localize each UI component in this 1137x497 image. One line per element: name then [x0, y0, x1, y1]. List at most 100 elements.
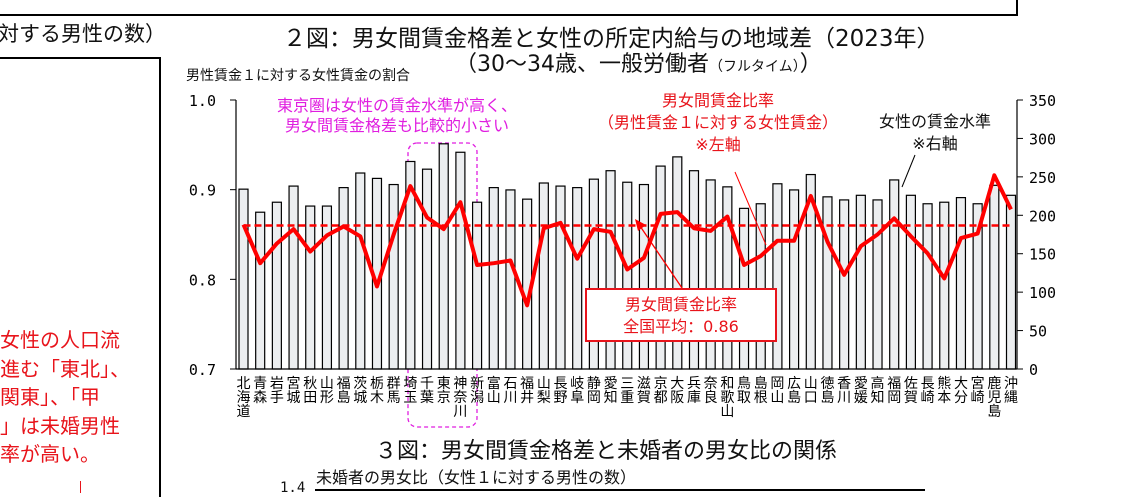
category-label: 石: [503, 376, 517, 392]
category-label: 鹿: [987, 375, 1001, 392]
category-label: 阜: [570, 389, 584, 406]
bar-石川: [505, 189, 516, 370]
category-label: 城: [287, 390, 301, 406]
bar-島根: [755, 203, 766, 370]
category-label: 海: [237, 390, 251, 406]
bar-沖縄: [1005, 194, 1017, 370]
category-label: 山: [537, 376, 551, 392]
category-label: 奈: [453, 390, 467, 406]
category-label: 根: [754, 390, 768, 406]
category-label: 新: [470, 376, 484, 392]
category-label: 宮: [971, 376, 985, 392]
category-label: 香: [837, 376, 851, 392]
bar-福島: [338, 187, 349, 370]
ratio-annotation: 男女間賃金比率 （男性賃金１に対する女性賃金） ※左軸: [578, 90, 858, 156]
category-label: 栃: [370, 376, 384, 392]
bar-山形: [321, 205, 333, 370]
category-label: 賀: [637, 390, 651, 406]
category-label: 口: [804, 390, 818, 406]
category-label: 田: [303, 390, 317, 406]
category-label: 三: [620, 376, 634, 392]
category-label: 千: [420, 376, 434, 392]
category-label: 梨: [537, 390, 551, 406]
category-label: 茨: [353, 376, 367, 392]
bar-青森: [255, 211, 266, 370]
category-label: 兵: [687, 376, 701, 392]
bar-長野: [555, 185, 566, 370]
ratio-label-line: ※左軸: [695, 135, 741, 154]
category-label: 川: [453, 404, 467, 420]
ratio-label-line: 男女間賃金比率: [661, 91, 774, 110]
right-tick-label: 250: [1029, 169, 1056, 187]
category-label: 大: [670, 376, 684, 392]
category-label: 愛: [854, 376, 868, 392]
category-label: 歌: [720, 390, 734, 406]
prev-panel-title-fragment: 対する男性の数）: [0, 22, 166, 46]
average-arrow-line: [639, 225, 683, 289]
category-label: 長: [554, 376, 568, 392]
bar-富山: [488, 187, 499, 370]
right-tick-label: 150: [1029, 246, 1056, 264]
category-label: 島: [820, 390, 834, 406]
category-label: 佐: [904, 376, 918, 392]
wage-label-line: 女性の賃金水準: [878, 112, 991, 131]
left-panel-right-line: [159, 57, 161, 497]
category-label: 井: [520, 390, 534, 406]
bar-宮城: [288, 185, 299, 370]
category-label: 都: [654, 390, 668, 406]
category-label: 葉: [420, 390, 434, 406]
bar-千葉: [421, 168, 433, 370]
national-average-box: 男女間賃金比率 全国平均：0.86: [585, 288, 777, 342]
top-frame-right-edge: [1016, 0, 1018, 16]
figure3-title: ３図：男女間賃金格差と未婚者の男女比の関係: [375, 439, 838, 464]
bar-鹿児島: [989, 184, 1000, 370]
category-label: 宮: [287, 376, 301, 392]
category-label: 島: [987, 404, 1001, 420]
category-label: 野: [554, 390, 568, 406]
category-label: 岡: [770, 376, 784, 392]
category-label: 崎: [921, 390, 935, 406]
category-label: 山: [320, 376, 334, 392]
left-tick-label: 0.9: [189, 182, 216, 200]
category-label: 熊: [937, 376, 951, 392]
tokyo-note-line: 東京圏は女性の賃金水準が高く、: [276, 96, 517, 115]
bar-東京: [438, 143, 449, 370]
category-label: 徳: [820, 376, 834, 392]
left-panel-red-tick: [80, 481, 81, 493]
left-axis-label: 男性賃金１に対する女性賃金の割合: [186, 68, 410, 84]
category-label: 知: [604, 389, 618, 406]
category-label: 岡: [887, 390, 901, 406]
ratio-line: [241, 173, 1013, 308]
category-label: 福: [887, 376, 901, 392]
category-label: 媛: [854, 390, 868, 406]
category-label: 岩: [270, 376, 284, 392]
category-label: 阪: [670, 390, 684, 406]
category-label: 山: [804, 376, 818, 392]
right-tick-label: 350: [1029, 92, 1056, 110]
bar-広島: [788, 189, 800, 370]
category-label: 川: [837, 390, 851, 406]
category-label: 埼: [403, 376, 417, 392]
average-arrow-head: [635, 219, 646, 231]
figure3-frame-top: [315, 489, 925, 491]
category-label: 取: [737, 390, 751, 406]
wage-annotation: 女性の賃金水準 ※右軸: [860, 111, 1010, 155]
category-label: 山: [770, 390, 784, 406]
left-tick-label: 0.8: [189, 271, 216, 289]
ratio-label-leader: [734, 171, 767, 246]
category-label: 岐: [570, 376, 584, 392]
bar-大分: [955, 197, 967, 370]
subtitle-end: ）: [799, 52, 822, 77]
wage-label-line: ※右軸: [912, 134, 958, 153]
avg-box-line: 男女間賃金比率: [624, 295, 737, 314]
category-label: 鳥: [737, 376, 751, 392]
category-label: 秋: [303, 376, 317, 392]
subtitle-small: （フルタイム）: [709, 59, 800, 75]
bar-秋田: [305, 205, 316, 370]
right-tick-label: 200: [1029, 207, 1056, 225]
bar-茨城: [355, 172, 366, 370]
category-label: 愛: [604, 376, 618, 392]
ratio-label-line: （男性賃金１に対する女性賃金）: [597, 113, 838, 132]
category-label: 福: [520, 376, 534, 392]
